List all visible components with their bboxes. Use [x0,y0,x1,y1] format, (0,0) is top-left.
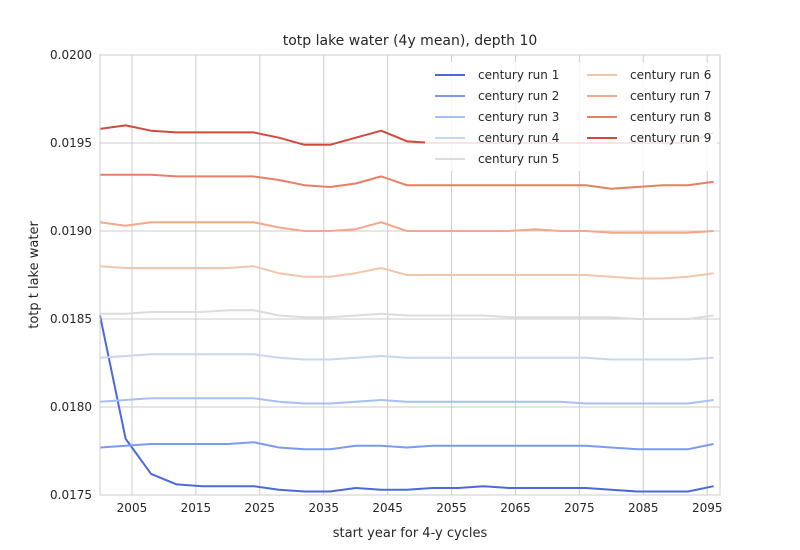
x-tick-label: 2055 [436,501,467,515]
series-layer [99,124,714,493]
legend-entry-label: century run 3 [478,110,559,124]
series-line-1 [99,315,714,493]
plot-frame [99,54,721,496]
x-axis-label: start year for 4-y cycles [333,526,488,541]
x-tick-label: 2065 [500,501,531,515]
y-tick-label: 0.0190 [50,224,92,238]
legend-entry-label: century run 1 [478,68,559,82]
x-tick-label: 2015 [181,501,212,515]
series-line-8 [100,173,714,190]
legend-entry-label: century run 5 [478,152,559,166]
legend: century run 1 century run 2 century run 3 c… [425,62,717,171]
legend-entry-label: century run 8 [630,110,711,124]
x-tick-label: 2035 [308,501,339,515]
y-tick-label: 0.0185 [50,312,92,326]
y-axis-ticks: 0.0175 0.0180 0.0185 0.0190 0.0195 0.0200 [50,48,92,502]
series-line-5 [100,309,714,320]
x-tick-label: 2075 [564,501,595,515]
legend-entry-label: century run 7 [630,89,711,103]
legend-box [425,62,717,171]
x-axis-ticks: 2005 2015 2025 2035 2045 2055 2065 2075 2085 2095 [117,501,723,515]
series-line-3 [99,397,714,405]
series-line-4 [99,353,714,361]
legend-entry-label: century run 6 [630,68,711,82]
x-tick-label: 2085 [628,501,659,515]
y-axis-label: totp t lake water [27,221,42,329]
y-tick-label: 0.0180 [50,400,92,414]
legend-entry-label: century run 9 [630,131,711,145]
y-tick-label: 0.0175 [50,488,92,502]
x-tick-label: 2045 [372,501,403,515]
series-line-2 [99,441,714,451]
x-tick-label: 2025 [245,501,276,515]
y-tick-label: 0.0195 [50,136,92,150]
legend-entry-label: century run 4 [478,131,559,145]
x-tick-label: 2005 [117,501,148,515]
y-tick-label: 0.0200 [50,48,92,62]
x-tick-label: 2095 [692,501,723,515]
legend-entry-label: century run 2 [478,89,559,103]
series-line-6 [99,265,714,280]
chart-title: totp lake water (4y mean), depth 10 [283,33,538,49]
series-line-7 [99,221,714,234]
